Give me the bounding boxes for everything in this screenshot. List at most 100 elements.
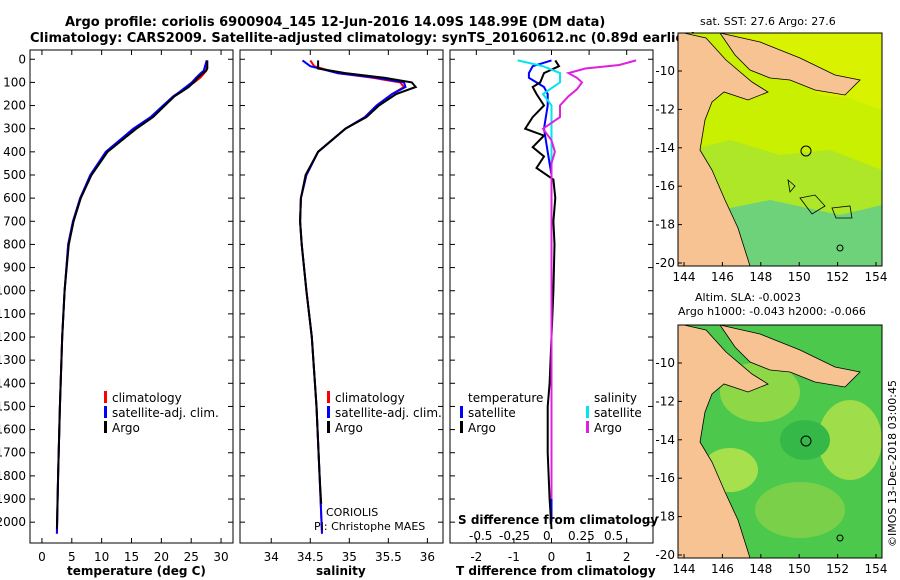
legend-climatology-swatch: [104, 391, 107, 403]
series-line-satellite-adj-clim-: [299, 59, 407, 534]
title-line-2: Climatology: CARS2009. Satellite-adjuste…: [30, 31, 697, 46]
depth-tick-label: 1000: [0, 284, 26, 298]
sst-map-frame: [677, 32, 883, 267]
legend-climatology: climatology: [112, 391, 182, 405]
sla-low-1: [780, 420, 830, 460]
secondary-axis-label: S difference from climatology: [458, 513, 658, 527]
x-tick-label: 1: [585, 550, 593, 564]
legend-argo-t-swatch: [460, 421, 463, 433]
x-tick-label: 25: [184, 550, 199, 564]
x-tick-label: 0: [548, 550, 556, 564]
depth-tick-label: 2000: [0, 515, 26, 529]
salinity-axis-label: salinity: [316, 564, 366, 578]
sla-map-title-1: Altim. SLA: -0.0023: [695, 291, 801, 304]
map-x-tick-label: 146: [711, 270, 734, 284]
legend-climatology: climatology: [335, 391, 405, 405]
x-tick-label: -2: [470, 550, 482, 564]
salinity-plot: 34 34.5 35 35.5 36: [264, 50, 435, 564]
map-y-tick-label: -18: [655, 510, 675, 524]
depth-tick-label: 400: [3, 145, 26, 159]
difference-legend-temperature: temperature satellite Argo: [460, 391, 543, 435]
x-tick-label: 35: [342, 550, 357, 564]
legend-satellite: satellite-adj. clim.: [112, 406, 219, 420]
legend-satellite: satellite-adj. clim.: [335, 406, 442, 420]
legend-sat-t-swatch: [460, 406, 463, 418]
map-y-tick-label: -18: [655, 218, 675, 232]
secondary-tick: -0.25: [499, 529, 530, 543]
map-y-tick-label: -16: [655, 471, 675, 485]
map-x-tick-label: 148: [749, 270, 772, 284]
map-y-tick-label: -12: [655, 102, 675, 116]
depth-tick-label: 1100: [0, 307, 26, 321]
depth-tick-label: 300: [3, 122, 26, 136]
x-tick-label: 5: [68, 550, 76, 564]
depth-tick-label: 600: [3, 191, 26, 205]
legend-argo-swatch: [327, 421, 330, 433]
land-island: [719, 32, 861, 96]
map-y-tick-label: -20: [655, 256, 675, 270]
depth-tick-label: 200: [3, 99, 26, 113]
x-tick-label: 36: [420, 550, 435, 564]
depth-tick-label: 1600: [0, 423, 26, 437]
sla-map-title-2: Argo h1000: -0.043 h2000: -0.066: [678, 305, 866, 318]
legend-argo-s: Argo: [594, 421, 622, 435]
legend-argo-t: Argo: [468, 421, 496, 435]
legend-sat-t: satellite: [468, 406, 516, 420]
sla-high-2: [818, 400, 882, 480]
map-x-tick-label: 152: [826, 562, 849, 576]
x-tick-label: -1: [508, 550, 520, 564]
map-x-tick-label: 146: [711, 562, 734, 576]
depth-tick-label: 1300: [0, 353, 26, 367]
secondary-tick: 0.5: [604, 529, 623, 543]
depth-tick-label: 1900: [0, 492, 26, 506]
legend-argo: Argo: [112, 421, 140, 435]
map-x-tick-label: 144: [673, 562, 696, 576]
credit-pi: PI: Christophe MAES: [314, 520, 425, 533]
series-line-temperature-argo: [523, 59, 561, 530]
map-y-tick-label: -14: [655, 433, 675, 447]
legend-temperature-title: temperature: [468, 391, 543, 405]
x-tick-label: 15: [124, 550, 139, 564]
map-x-tick-label: 154: [865, 270, 888, 284]
land-mass: [677, 324, 769, 559]
depth-tick-label: 700: [3, 214, 26, 228]
series-line-argo: [299, 60, 418, 504]
map-y-tick-label: -10: [655, 64, 675, 78]
land-island: [719, 324, 861, 388]
x-tick-label: 20: [154, 550, 169, 564]
depth-tick-label: 1500: [0, 399, 26, 413]
legend-argo: Argo: [335, 421, 363, 435]
secondary-tick: -0.5: [469, 529, 492, 543]
map-x-tick-label: 152: [826, 270, 849, 284]
map-x-tick-label: 144: [673, 270, 696, 284]
x-tick-label: 34: [264, 550, 279, 564]
map-x-tick-label: 150: [788, 562, 811, 576]
salinity-legend: climatology satellite-adj. clim. Argo: [327, 391, 442, 435]
map-x-tick-label: 148: [749, 562, 772, 576]
x-tick-label: 0: [38, 550, 46, 564]
profile-location-marker: [800, 145, 812, 157]
secondary-marker: [836, 244, 844, 252]
legend-sat-s: satellite: [594, 406, 642, 420]
map-x-tick-label: 154: [865, 562, 888, 576]
depth-tick-label: 0: [18, 52, 26, 66]
secondary-axis-ticks: -0.5 -0.25 0 0.25 0.5: [469, 529, 623, 543]
sla-map-frame: [677, 324, 883, 559]
depth-tick-label: 1700: [0, 446, 26, 460]
difference-legend-salinity: salinity satellite Argo: [586, 391, 642, 435]
map-y-tick-label: -16: [655, 179, 675, 193]
secondary-tick: 0.25: [568, 529, 595, 543]
difference-axis-label: T difference from climatology: [456, 564, 656, 578]
depth-tick-label: 1200: [0, 330, 26, 344]
x-tick-label: 34.5: [297, 550, 324, 564]
sst-map-axes: 144 146 148 150 152 154 -10 -12 -14 -16 -18 -20: [655, 64, 887, 284]
depth-tick-label: 800: [3, 237, 26, 251]
temperature-plot: 0 5 10 15 20 25 30: [38, 50, 229, 564]
map-y-tick-label: -14: [655, 141, 675, 155]
legend-satellite-swatch: [104, 406, 107, 418]
depth-axis: 0 100 200 300 400 500 600 700 800 900 1000 1100 1200…: [0, 52, 653, 529]
credit-org: CORIOLIS: [326, 506, 378, 519]
x-tick-label: 2: [623, 550, 631, 564]
legend-climatology-swatch: [327, 391, 330, 403]
legend-satellite-swatch: [327, 406, 330, 418]
